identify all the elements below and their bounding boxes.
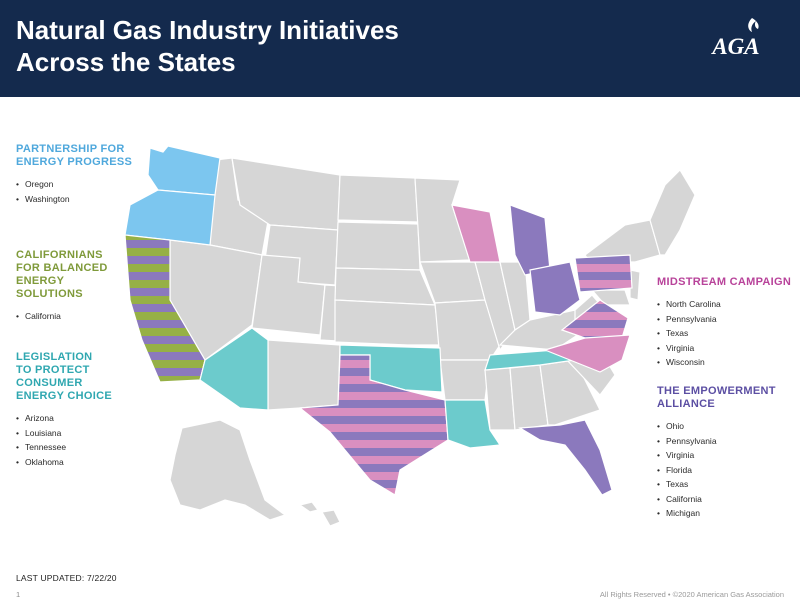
group-title-line: CONSUMER bbox=[16, 377, 83, 389]
state-florida bbox=[518, 419, 613, 496]
group-partnership: PARTNERSHIP FOR ENERGY PROGRESS Oregon W… bbox=[16, 143, 132, 206]
group-legislation: LEGISLATION TO PROTECT CONSUMER ENERGY C… bbox=[16, 351, 112, 469]
group-title-line: ENERGY bbox=[16, 275, 65, 287]
copyright-notice: All Rights Reserved • ©2020 American Gas… bbox=[599, 590, 784, 599]
group-title-line: ENERGY PROGRESS bbox=[16, 156, 133, 168]
title-line-2: Across the States bbox=[16, 47, 236, 77]
list-item: Wisconsin bbox=[657, 355, 791, 370]
list-item: Pennsylvania bbox=[657, 312, 791, 327]
group-title-line: FOR BALANCED bbox=[16, 262, 108, 274]
last-updated: LAST UPDATED: 7/22/20 bbox=[16, 573, 117, 583]
state-nebraska bbox=[334, 267, 436, 306]
group-title-line: LEGISLATION bbox=[16, 351, 93, 363]
title-line-1: Natural Gas Industry Initiatives bbox=[16, 15, 399, 45]
state-louisiana bbox=[444, 399, 502, 449]
state-washington bbox=[147, 145, 221, 196]
state-alaska bbox=[169, 419, 287, 521]
list-item: Louisiana bbox=[16, 426, 112, 441]
list-item: North Carolina bbox=[657, 297, 791, 312]
flame-icon bbox=[748, 18, 759, 32]
state-south-dakota bbox=[335, 221, 421, 271]
list-item: Washington bbox=[16, 192, 132, 207]
list-item: Virginia bbox=[657, 448, 776, 463]
list-item: Arizona bbox=[16, 411, 112, 426]
state-texas bbox=[298, 354, 449, 496]
group-empowerment: THE EMPOWERMENT ALLIANCE Ohio Pennsylvan… bbox=[657, 385, 776, 521]
state-kansas bbox=[334, 299, 441, 346]
group-title-line: SOLUTIONS bbox=[16, 288, 83, 300]
aga-logo-text: AGA bbox=[710, 34, 759, 59]
us-map bbox=[0, 97, 800, 547]
group-title-line: MIDSTREAM CAMPAIGN bbox=[657, 276, 792, 288]
group-list: Arizona Louisiana Tennessee Oklahoma bbox=[16, 411, 112, 469]
state-ohio bbox=[529, 261, 581, 316]
page-title: Natural Gas Industry Initiatives Across … bbox=[16, 14, 446, 78]
aga-logo: AGA bbox=[690, 14, 782, 60]
list-item: Pennsylvania bbox=[657, 434, 776, 449]
list-item: Michigan bbox=[657, 506, 776, 521]
header-banner: Natural Gas Industry Initiatives Across … bbox=[0, 0, 800, 97]
page-number: 1 bbox=[16, 590, 21, 599]
list-item: Tennessee bbox=[16, 440, 112, 455]
group-title: THE EMPOWERMENT ALLIANCE bbox=[657, 385, 776, 411]
group-title-line: PARTNERSHIP FOR bbox=[16, 143, 125, 155]
group-title: CALIFORNIANS FOR BALANCED ENERGY SOLUTIO… bbox=[16, 249, 108, 301]
group-title: PARTNERSHIP FOR ENERGY PROGRESS bbox=[16, 143, 132, 169]
group-title-line: ENERGY CHOICE bbox=[16, 390, 112, 402]
group-title-line: TO PROTECT bbox=[16, 364, 90, 376]
group-title: MIDSTREAM CAMPAIGN bbox=[657, 276, 791, 289]
list-item: Ohio bbox=[657, 419, 776, 434]
state-arkansas bbox=[439, 359, 491, 401]
group-title-line: CALIFORNIANS bbox=[16, 249, 103, 261]
group-list: Ohio Pennsylvania Virginia Florida Texas… bbox=[657, 419, 776, 521]
list-item: Texas bbox=[657, 326, 791, 341]
group-list: Oregon Washington bbox=[16, 177, 132, 206]
list-item: Oregon bbox=[16, 177, 132, 192]
state-new-mexico bbox=[267, 339, 341, 411]
list-item: Florida bbox=[657, 463, 776, 478]
group-title-line: ALLIANCE bbox=[657, 398, 716, 410]
group-title: LEGISLATION TO PROTECT CONSUMER ENERGY C… bbox=[16, 351, 112, 403]
state-virginia bbox=[560, 299, 629, 339]
state-hawaii bbox=[298, 501, 341, 527]
list-item: Texas bbox=[657, 477, 776, 492]
group-list: California bbox=[16, 309, 108, 324]
state-pennsylvania bbox=[574, 254, 633, 293]
group-list: North Carolina Pennsylvania Texas Virgin… bbox=[657, 297, 791, 370]
group-midstream: MIDSTREAM CAMPAIGN North Carolina Pennsy… bbox=[657, 276, 791, 370]
group-title-line: THE EMPOWERMENT bbox=[657, 385, 776, 397]
list-item: Oklahoma bbox=[16, 455, 112, 470]
list-item: California bbox=[16, 309, 108, 324]
list-item: California bbox=[657, 492, 776, 507]
list-item: Virginia bbox=[657, 341, 791, 356]
group-californians: CALIFORNIANS FOR BALANCED ENERGY SOLUTIO… bbox=[16, 249, 108, 324]
state-new-england bbox=[649, 169, 696, 256]
state-north-carolina bbox=[543, 334, 631, 373]
state-wisconsin bbox=[451, 204, 501, 263]
state-arizona bbox=[199, 327, 269, 411]
state-north-dakota bbox=[337, 174, 419, 223]
